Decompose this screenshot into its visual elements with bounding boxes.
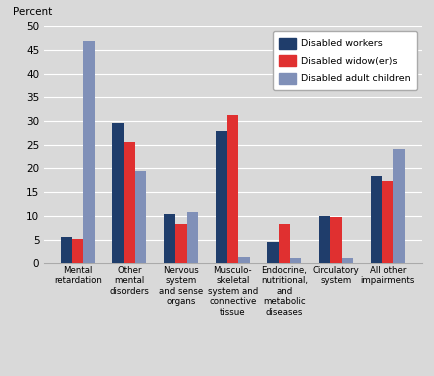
Bar — [370, 176, 381, 263]
Bar — [227, 115, 238, 263]
Bar — [341, 258, 352, 263]
Bar — [289, 258, 301, 263]
Bar — [112, 123, 123, 263]
Bar — [135, 171, 146, 263]
Bar — [238, 257, 249, 263]
Bar — [175, 224, 186, 263]
Bar — [392, 150, 404, 263]
Bar — [329, 217, 341, 263]
Bar — [83, 41, 95, 263]
Bar — [72, 239, 83, 263]
Bar — [278, 224, 289, 263]
Bar — [215, 132, 227, 263]
Bar — [186, 212, 197, 263]
Bar — [381, 181, 392, 263]
Legend: Disabled workers, Disabled widow(er)s, Disabled adult children: Disabled workers, Disabled widow(er)s, D… — [272, 31, 416, 90]
Bar — [267, 243, 278, 263]
Bar — [164, 214, 175, 263]
Bar — [123, 142, 135, 263]
Text: Percent: Percent — [13, 7, 53, 17]
Bar — [318, 216, 329, 263]
Bar — [61, 237, 72, 263]
